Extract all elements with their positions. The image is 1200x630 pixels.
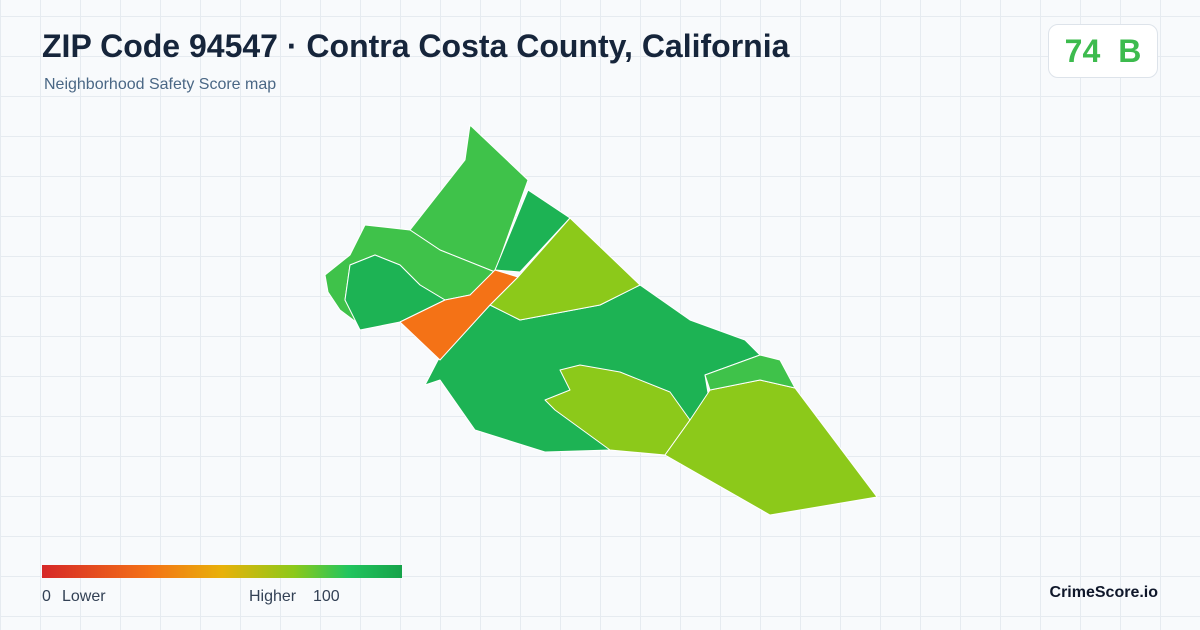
score-value: 74 [1064,32,1101,69]
score-grade: B [1118,32,1142,69]
legend-max: 100 [313,588,340,605]
region [544,364,691,456]
legend-high-label: Higher [249,588,297,605]
legend-low-label: Lower [62,588,106,605]
region [704,354,796,391]
region [494,189,571,273]
title: ZIP Code 94547 · Contra Costa County, Ca… [42,28,790,64]
legend-gradient [42,565,402,578]
legend-min: 0 [42,588,51,605]
subtitle: Neighborhood Safety Score map [44,76,277,93]
score-badge: 74 B [1048,24,1158,78]
brand: CrimeScore.io [1049,584,1158,601]
region [399,269,519,361]
